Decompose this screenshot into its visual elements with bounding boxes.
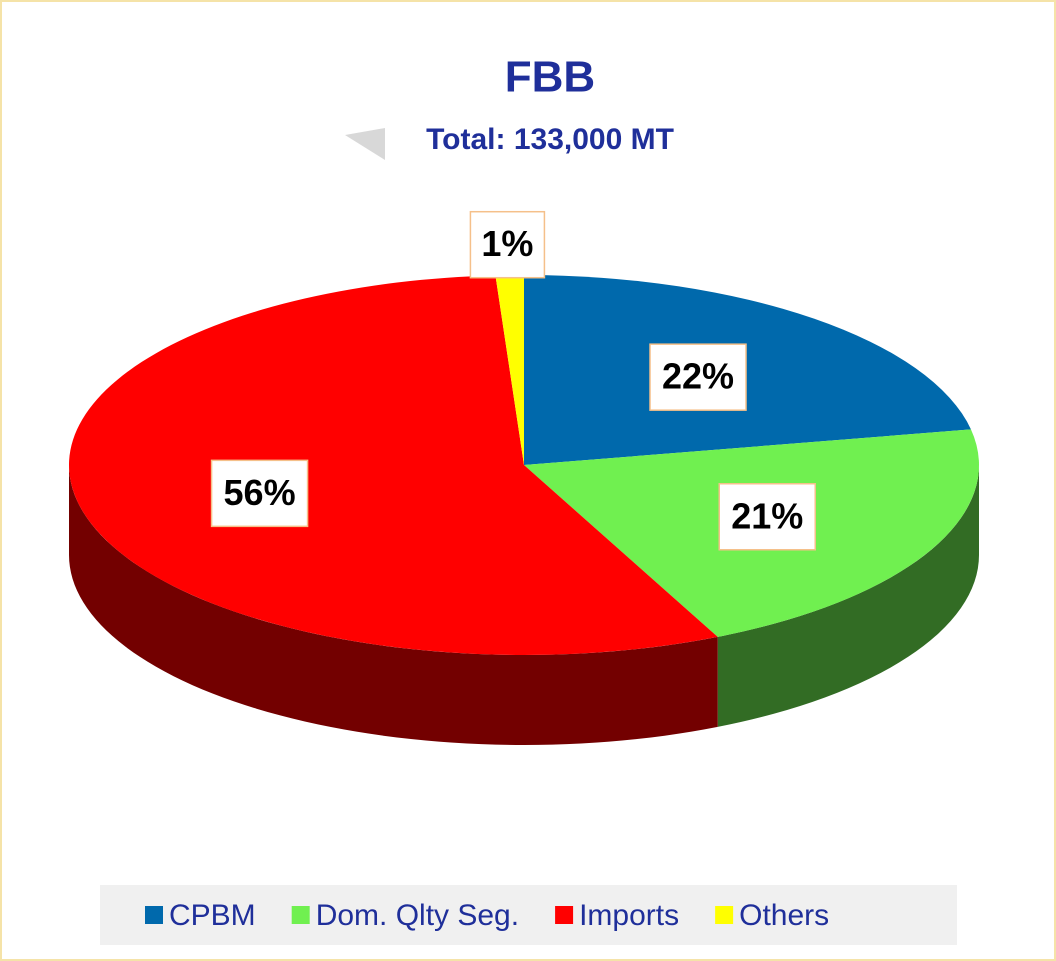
legend-label: Dom. Qlty Seg. [316, 899, 519, 932]
legend-label: Imports [579, 899, 679, 932]
legend-label: Others [739, 899, 829, 932]
data-labels: 22% 21% 56% 1% [210, 210, 816, 551]
slice-side [69, 465, 718, 745]
slice [524, 275, 971, 465]
slice [68, 275, 718, 655]
legend: CPBM Dom. Qlty Seg. Imports Others [145, 899, 829, 932]
legend-box [100, 885, 957, 945]
slice-side [717, 465, 979, 727]
data-label-box [718, 483, 816, 551]
legend-swatch [715, 906, 734, 924]
subtitle-box [385, 118, 715, 168]
data-label-box [649, 343, 747, 411]
data-label: 1% [481, 223, 533, 264]
legend-label: CPBM [169, 899, 256, 932]
pie-tops [68, 275, 979, 655]
chart-subtitle: Total: 133,000 MT [426, 123, 674, 156]
data-label-box [210, 459, 309, 528]
data-label: 22% [662, 356, 734, 397]
data-label: 21% [731, 495, 803, 536]
pie-sides [69, 465, 979, 745]
legend-swatch [555, 906, 574, 924]
chart-title: FBB [505, 53, 595, 102]
legend-swatch [145, 906, 163, 924]
slice [495, 275, 524, 465]
subtitle-shadow [345, 128, 385, 160]
legend-swatch [291, 906, 310, 924]
data-label-box [469, 210, 546, 279]
data-label: 56% [224, 472, 296, 513]
